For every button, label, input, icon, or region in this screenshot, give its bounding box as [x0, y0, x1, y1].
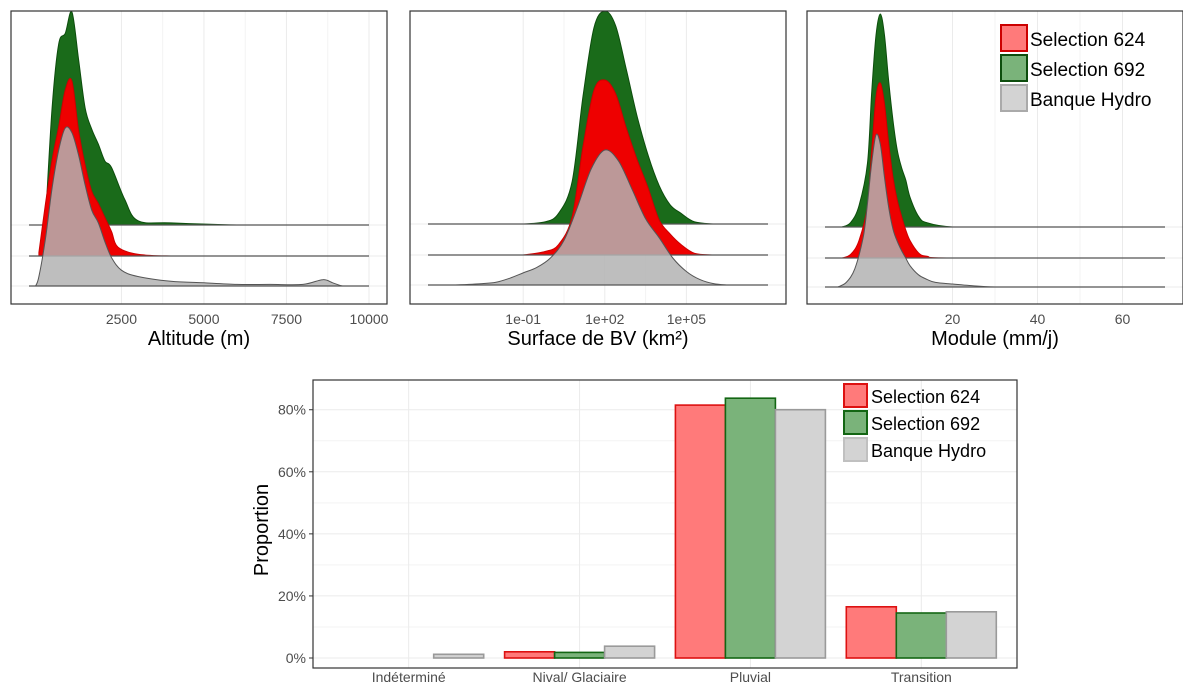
x-tick-label: 1e-01 — [505, 311, 541, 327]
legend-label: Selection 624 — [1030, 30, 1146, 51]
y-tick-label: 40% — [278, 526, 306, 542]
x-tick-label: 20 — [945, 311, 961, 327]
x-tick-label: Transition — [891, 669, 952, 685]
x-tick-label: 10000 — [350, 311, 389, 327]
bar-selection-624-2 — [674, 404, 727, 659]
legend-label: Banque Hydro — [871, 441, 986, 461]
density-ridge-banque-hydro — [428, 149, 768, 286]
module-density-panel: 20 40 60 Module (mm/j) Selection 624 Selectio… — [806, 10, 1183, 350]
legend-key-banque-hydro — [1000, 84, 1028, 112]
panel-frame — [10, 10, 388, 305]
bar-banque-hydro-2 — [774, 408, 827, 659]
legend-label: Selection 624 — [871, 387, 980, 407]
x-tick-label: 1e+02 — [585, 311, 625, 327]
density-ridge-selection-692 — [825, 13, 1165, 228]
x-tick-label: 60 — [1115, 311, 1131, 327]
y-tick-label: 20% — [278, 588, 306, 604]
legend-label: Selection 692 — [871, 414, 980, 434]
bar-selection-624-1 — [503, 650, 556, 659]
density-ridge-banque-hydro — [29, 126, 369, 287]
legend-key-selection-692 — [843, 410, 868, 435]
x-axis-title: Module (mm/j) — [931, 328, 1059, 350]
x-tick-label: 7500 — [271, 311, 302, 327]
y-tick-label: 0% — [286, 650, 306, 666]
bar-selection-624-3 — [845, 605, 898, 659]
y-axis-title: Proportion — [251, 484, 273, 576]
legend-key-selection-692 — [1000, 54, 1028, 82]
legend-key-selection-624 — [1000, 24, 1028, 52]
bar-selection-692-2 — [724, 397, 777, 659]
panel-frame — [409, 10, 787, 305]
x-tick-label: Indéterminé — [372, 669, 446, 685]
bar-selection-692-1 — [553, 651, 606, 659]
panel-frame — [806, 10, 1183, 305]
x-axis-title: Altitude (m) — [148, 328, 250, 350]
panel-frame — [312, 379, 1018, 669]
x-tick-label: Pluvial — [730, 669, 771, 685]
legend-label: Selection 692 — [1030, 60, 1145, 81]
x-tick-label: 40 — [1030, 311, 1046, 327]
bar-selection-692-3 — [895, 612, 948, 659]
bar-banque-hydro-1 — [603, 645, 656, 659]
bar-banque-hydro-0 — [432, 653, 485, 659]
x-axis-title: Surface de BV (km²) — [507, 328, 688, 350]
legend-key-selection-624 — [843, 383, 868, 408]
bar-banque-hydro-3 — [945, 610, 998, 659]
legend-key-banque-hydro — [843, 437, 868, 462]
x-tick-label: 5000 — [188, 311, 219, 327]
x-tick-label: 2500 — [106, 311, 137, 327]
x-tick-label: Nival/ Glaciaire — [532, 669, 626, 685]
y-tick-label: 80% — [278, 402, 306, 418]
legend-label: Banque Hydro — [1030, 90, 1151, 111]
y-tick-label: 60% — [278, 464, 306, 480]
regime-bar-panel: 0% 20% 40% 60% 80% Indéterminé Nival/ Glaciair… — [251, 379, 1018, 685]
x-tick-label: 1e+05 — [667, 311, 707, 327]
density-ridge-banque-hydro — [825, 133, 1165, 288]
altitude-density-panel: 2500 5000 7500 10000 Altitude (m) — [10, 10, 389, 350]
